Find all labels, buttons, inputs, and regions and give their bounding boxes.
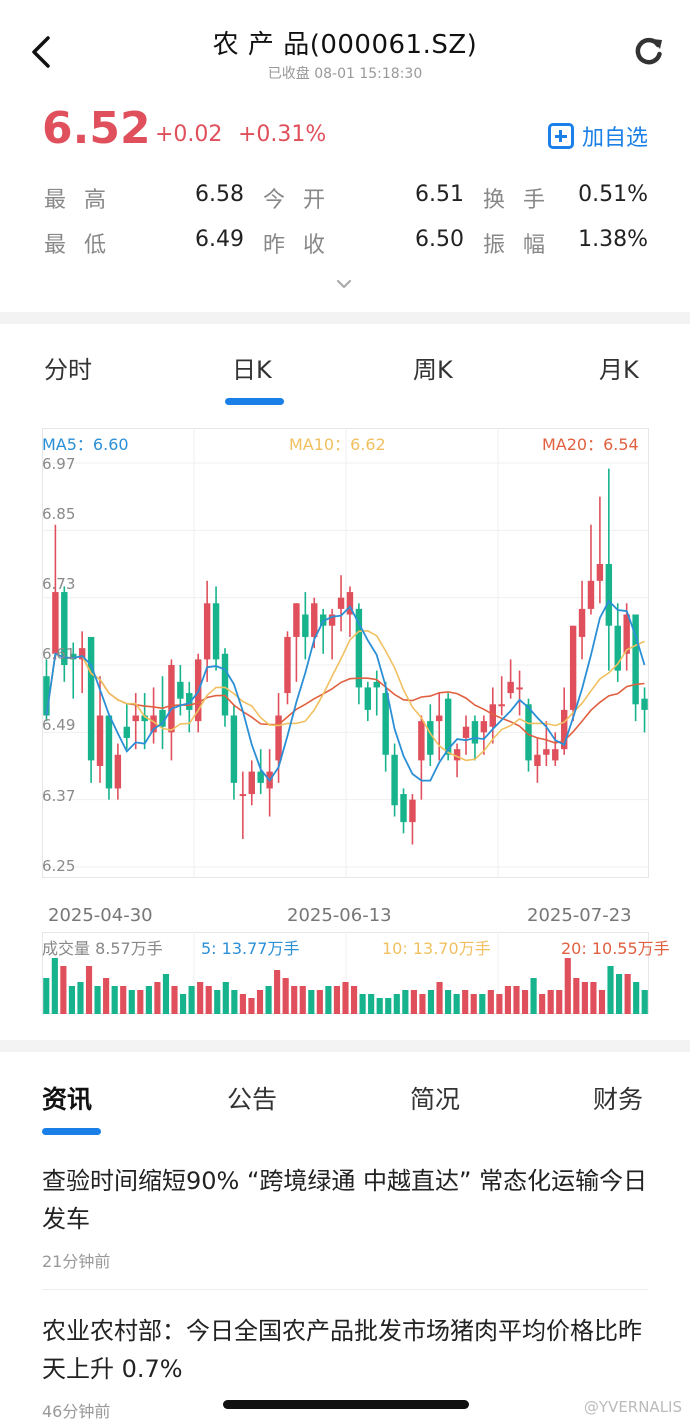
tab-announcements[interactable]: 公告 (227, 1085, 278, 1114)
stats-row-1: 最高 6.58 今开 6.51 换手 0.51% (0, 182, 690, 213)
market-status: 已收盘 08-01 15:18:30 (267, 66, 423, 82)
tab-profile[interactable]: 简况 (410, 1085, 461, 1114)
stat-value-prev-close: 6.50 (415, 227, 464, 252)
price-change: +0.02 (155, 122, 223, 147)
stat-value-high: 6.58 (195, 182, 244, 207)
top-bar: 农 产 品(000061.SZ) 已收盘 08-01 15:18:30 (0, 0, 690, 100)
news-tabs: 资讯 公告 简况 财务 (0, 1052, 690, 1142)
stat-label-prev-close: 昨收 (263, 233, 344, 258)
y-tick: 6.61 (42, 645, 76, 663)
tab-daily-k[interactable]: 日K (232, 356, 272, 384)
ma5-legend: MA5：6.60 (42, 435, 129, 454)
add-watchlist-button[interactable]: 加自选 (547, 120, 648, 152)
watermark: @YVERNALIS (583, 1398, 682, 1416)
news-title[interactable]: 查验时间缩短90% “跨境绿通 中越直达” 常态化运输今日发车 (42, 1167, 648, 1233)
ma10-legend: MA10：6.62 (289, 435, 386, 454)
news-time: 21分钟前 (42, 1252, 111, 1271)
chevron-left-icon[interactable] (26, 34, 56, 70)
section-divider (0, 312, 690, 324)
x-tick: 2025-07-23 (527, 905, 632, 926)
stat-label-high: 最高 (44, 188, 125, 213)
refresh-icon[interactable] (634, 36, 664, 66)
last-price: 6.52 (42, 103, 151, 154)
volume-legend: 成交量 8.57万手 (42, 939, 163, 958)
news-time: 46分钟前 (42, 1402, 111, 1421)
x-tick: 2025-06-13 (287, 905, 392, 926)
y-tick: 6.85 (42, 505, 76, 523)
news-item[interactable]: 查验时间缩短90% “跨境绿通 中越直达” 常态化运输今日发车 21分钟前 (42, 1162, 648, 1272)
y-tick: 6.25 (42, 857, 76, 875)
y-tick: 6.97 (42, 455, 76, 473)
x-tick: 2025-04-30 (48, 905, 153, 926)
ma20-legend: MA20：6.54 (542, 435, 639, 454)
quote-panel: 6.52 +0.02 +0.31% 加自选 最高 6.58 今开 6.51 换手… (0, 100, 690, 312)
stat-label-open: 今开 (263, 188, 344, 213)
plus-square-icon (547, 123, 574, 149)
vol5-legend: 5: 13.77万手 (201, 939, 300, 958)
active-tab-indicator (42, 1128, 101, 1135)
stat-value-low: 6.49 (195, 227, 244, 252)
tab-monthly-k[interactable]: 月K (599, 356, 639, 384)
stat-label-turnover: 换手 (483, 188, 564, 213)
volume-chart[interactable] (42, 932, 649, 1014)
stat-label-low: 最低 (44, 233, 125, 258)
stat-value-amplitude: 1.38% (578, 227, 648, 252)
y-tick: 6.37 (42, 787, 76, 805)
section-divider (0, 1040, 690, 1052)
active-tab-indicator (225, 398, 284, 405)
y-tick: 6.73 (42, 575, 76, 593)
vol20-legend: 20: 10.55万手 (561, 939, 670, 958)
stat-value-turnover: 0.51% (578, 182, 648, 207)
price-change-pct: +0.31% (238, 122, 327, 147)
stat-value-open: 6.51 (415, 182, 464, 207)
tab-news[interactable]: 资讯 (42, 1085, 93, 1114)
page-title: 农 产 品(000061.SZ) (212, 30, 478, 60)
news-divider (42, 1289, 648, 1290)
y-tick: 6.49 (42, 716, 76, 734)
stat-label-amplitude: 振幅 (483, 233, 564, 258)
candlestick-chart[interactable] (42, 428, 649, 878)
news-item[interactable]: 农业农村部：今日全国农产品批发市场猪肉平均价格比昨天上升 0.7% 46分钟前 (42, 1312, 648, 1422)
tab-financials[interactable]: 财务 (593, 1085, 644, 1114)
add-watchlist-label: 加自选 (581, 126, 648, 151)
tab-weekly-k[interactable]: 周K (413, 356, 453, 384)
home-indicator[interactable] (223, 1400, 469, 1409)
stats-row-2: 最低 6.49 昨收 6.50 振幅 1.38% (0, 227, 690, 258)
news-title[interactable]: 农业农村部：今日全国农产品批发市场猪肉平均价格比昨天上升 0.7% (42, 1317, 642, 1383)
vol10-legend: 10: 13.70万手 (382, 939, 491, 958)
chevron-down-icon[interactable] (336, 276, 352, 292)
tab-intraday[interactable]: 分时 (44, 356, 92, 384)
kline-tabs: 分时 日K 周K 月K (0, 324, 690, 429)
